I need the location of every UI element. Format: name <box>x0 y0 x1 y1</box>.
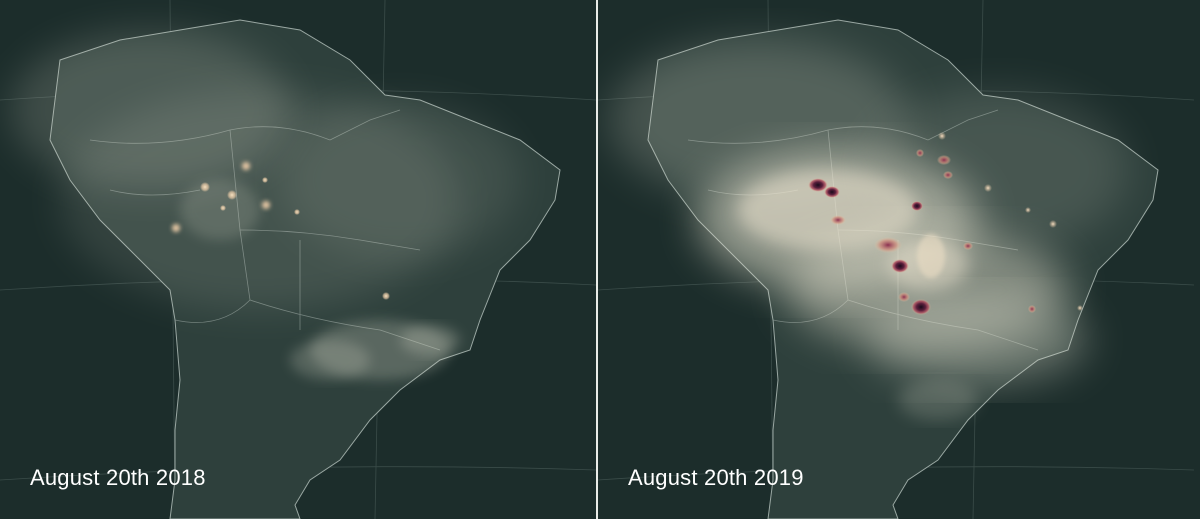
hotspot <box>911 201 923 211</box>
hotspot <box>937 155 951 165</box>
hotspot <box>172 224 180 232</box>
hotspot <box>1025 207 1031 213</box>
hotspot <box>382 292 390 300</box>
hotspot <box>1049 220 1057 228</box>
panel-divider <box>596 0 598 519</box>
hotspot <box>938 132 946 140</box>
hotspot <box>898 292 910 302</box>
hotspot <box>911 299 931 315</box>
hotspot <box>891 259 909 273</box>
date-label-2019: August 20th 2019 <box>628 465 804 490</box>
hotspot <box>917 234 945 278</box>
hotspot <box>220 205 226 211</box>
hotspot <box>1028 305 1036 313</box>
hotspot <box>227 190 237 200</box>
hotspot <box>262 177 268 183</box>
hotspot <box>916 149 924 157</box>
hotspot <box>200 182 210 192</box>
hotspot <box>943 171 953 179</box>
hotspot <box>824 186 840 198</box>
map-panel-2019: August 20th 2019 <box>598 0 1194 519</box>
hotspot <box>262 201 270 209</box>
hotspot <box>963 242 973 250</box>
fire-hotspots <box>808 132 1083 315</box>
smoke-haze <box>10 30 520 380</box>
hotspot <box>242 162 250 170</box>
map-2018 <box>0 0 596 519</box>
hotspot <box>808 178 828 192</box>
hotspot <box>294 209 300 215</box>
map-panel-2018: August 20th 2018 <box>0 0 596 519</box>
hotspot <box>874 237 902 253</box>
fire-hotspots <box>172 162 390 300</box>
map-2019 <box>598 0 1194 519</box>
hotspot <box>830 215 846 225</box>
hotspot <box>984 184 992 192</box>
hotspot <box>1077 305 1083 311</box>
date-label-2018: August 20th 2018 <box>30 465 206 490</box>
